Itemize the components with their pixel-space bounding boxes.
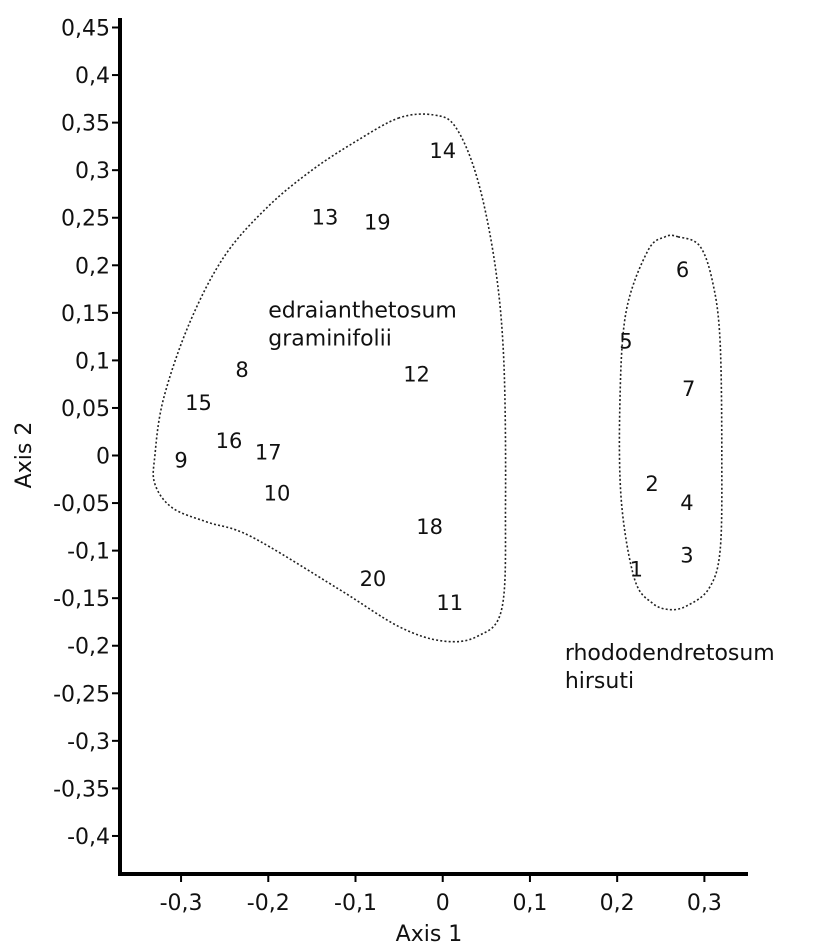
x-tick-label: 0,2	[600, 891, 635, 916]
point-label-17: 17	[255, 441, 282, 465]
y-axis-title: Axis 2	[12, 422, 37, 489]
y-tick-label: -0,15	[53, 587, 110, 612]
y-tick-label: 0,1	[75, 349, 110, 374]
point-label-10: 10	[264, 482, 291, 506]
y-tick-label: 0,4	[75, 64, 110, 89]
group-label-2-line-2: hirsuti	[565, 669, 634, 694]
hull-layer	[152, 113, 723, 643]
y-tick-label: 0	[96, 445, 110, 470]
point-label-7: 7	[682, 377, 695, 401]
y-tick-label: 0,25	[61, 207, 110, 232]
point-label-13: 13	[312, 206, 339, 230]
x-tick-label: -0,1	[334, 891, 377, 916]
y-tick-label: -0,25	[53, 682, 110, 707]
point-label-14: 14	[429, 139, 456, 163]
tick-layer: 0,450,40,350,30,250,20,150,10,050-0,05-0…	[53, 17, 722, 916]
group-label-1-line-2: graminifolii	[268, 327, 392, 352]
axis-layer	[118, 18, 748, 876]
y-tick-label: 0,3	[75, 159, 110, 184]
point-label-9: 9	[174, 448, 187, 472]
y-tick-label: -0,4	[67, 825, 110, 850]
x-tick-label: -0,3	[160, 891, 203, 916]
point-label-15: 15	[185, 391, 212, 415]
x-tick-label: 0,3	[687, 891, 722, 916]
x-axis-title: Axis 1	[396, 922, 463, 946]
y-tick-label: 0,45	[61, 17, 110, 42]
point-label-11: 11	[436, 591, 463, 615]
y-tick-label: -0,3	[67, 730, 110, 755]
group-hull-1	[152, 113, 507, 643]
x-tick-label: 0,1	[512, 891, 547, 916]
point-label-8: 8	[235, 358, 248, 382]
y-tick-label: 0,05	[61, 397, 110, 422]
x-tick-label: -0,2	[247, 891, 290, 916]
point-label-4: 4	[680, 491, 693, 515]
y-tick-label: 0,35	[61, 112, 110, 137]
point-label-2: 2	[645, 472, 658, 496]
point-label-3: 3	[680, 543, 693, 567]
y-tick-label: -0,35	[53, 777, 110, 802]
point-label-16: 16	[216, 429, 243, 453]
group-label-1-line-1: edraianthetosum	[268, 299, 457, 324]
point-label-20: 20	[360, 567, 387, 591]
point-label-5: 5	[619, 329, 632, 353]
y-tick-label: -0,1	[67, 540, 110, 565]
point-label-18: 18	[416, 515, 443, 539]
point-label-19: 19	[364, 210, 391, 234]
point-label-1: 1	[630, 558, 643, 582]
group-label-layer: edraianthetosum graminifolii rhododendreto…	[268, 299, 774, 694]
x-tick-label: 0	[436, 891, 450, 916]
point-label-6: 6	[676, 258, 689, 282]
y-tick-label: 0,2	[75, 254, 110, 279]
y-tick-label: -0,05	[53, 492, 110, 517]
y-tick-label: -0,2	[67, 635, 110, 660]
point-label-12: 12	[403, 363, 430, 387]
group-hull-2	[618, 234, 723, 611]
group-label-2-line-1: rhododendretosum	[565, 641, 775, 666]
y-tick-label: 0,15	[61, 302, 110, 327]
